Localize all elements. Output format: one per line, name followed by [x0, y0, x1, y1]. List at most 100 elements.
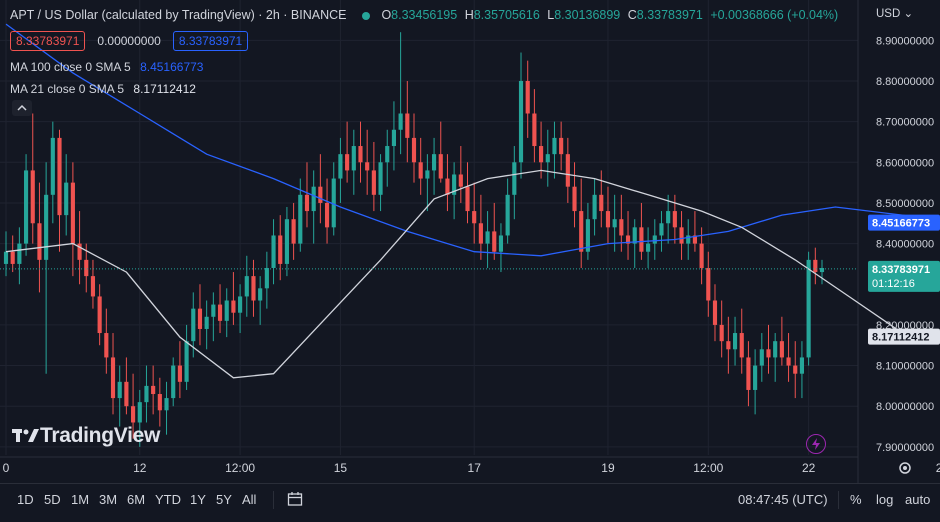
- candle-down: [217, 304, 223, 321]
- date-range-icon[interactable]: [287, 491, 303, 510]
- candle-up: [732, 333, 738, 350]
- log-toggle[interactable]: log: [876, 492, 894, 507]
- range-3m[interactable]: 3M: [99, 492, 118, 507]
- candle-down: [639, 227, 644, 252]
- calendar-glyph: [287, 492, 303, 506]
- range-1m[interactable]: 1M: [71, 492, 90, 507]
- tv-logo-icon: [12, 429, 39, 442]
- percent-toggle[interactable]: %: [850, 492, 862, 507]
- candle-down: [304, 194, 310, 212]
- range-all[interactable]: All: [242, 492, 257, 507]
- buy-button[interactable]: 8.33783971: [172, 31, 249, 51]
- symbol-title[interactable]: APT / US Dollar (calculated by TradingVi…: [10, 8, 347, 22]
- candle-down: [692, 235, 697, 244]
- open-label: O: [381, 8, 392, 22]
- currency-label[interactable]: USD ⌄: [876, 8, 914, 20]
- ma100-line: [5, 23, 940, 257]
- candle-up: [385, 146, 390, 163]
- chevron-up-icon: [17, 104, 27, 111]
- candle-down: [358, 146, 363, 163]
- candle-down: [371, 170, 376, 195]
- high-value: 8.35705616: [473, 8, 540, 22]
- candle-up: [799, 357, 805, 374]
- candle-up: [773, 341, 778, 358]
- candle-down: [786, 357, 791, 366]
- x-tick-label: 19: [601, 461, 615, 475]
- candle-down: [492, 231, 497, 252]
- candle-up: [311, 186, 316, 212]
- candle-up: [117, 381, 122, 399]
- candle-up: [652, 235, 657, 244]
- candle-up: [64, 182, 69, 216]
- candle-up: [184, 341, 189, 382]
- candle-down: [746, 357, 751, 390]
- range-ytd[interactable]: YTD: [155, 492, 181, 507]
- range-5d[interactable]: 5D: [44, 492, 61, 507]
- candle-down: [719, 324, 724, 342]
- range-1y[interactable]: 1Y: [190, 492, 206, 507]
- range-6m[interactable]: 6M: [127, 492, 146, 507]
- ma100-legend[interactable]: MA 100 close 0 SMA 5 8.45166773: [10, 60, 203, 74]
- y-tick-label: 7.90000000: [876, 442, 934, 454]
- high-label: H: [464, 8, 474, 22]
- range-1d[interactable]: 1D: [17, 492, 34, 507]
- candle-down: [157, 394, 162, 411]
- candle-down: [278, 235, 283, 264]
- clock-label[interactable]: 08:47:45 (UTC): [738, 492, 828, 507]
- auto-toggle[interactable]: auto: [905, 492, 931, 507]
- candle-up: [137, 402, 142, 423]
- candle-up: [351, 146, 356, 171]
- candle-down: [84, 259, 89, 277]
- market-status-icon: [361, 11, 370, 20]
- range-5y[interactable]: 5Y: [216, 492, 232, 507]
- candle-down: [619, 219, 624, 236]
- candle-down: [97, 296, 102, 334]
- candle-down: [478, 223, 483, 244]
- candle-up: [44, 194, 49, 260]
- candle-up: [284, 219, 289, 264]
- candle-down: [90, 276, 96, 297]
- sell-button[interactable]: 8.33783971: [10, 31, 86, 51]
- candle-up: [759, 349, 764, 366]
- bottom-toolbar: 1D 5D 1M 3M 6M YTD 1Y 5Y All 08:47:45 (U…: [0, 483, 940, 518]
- candle-down: [291, 219, 296, 244]
- ma100-badge: 8.45166773: [872, 218, 930, 230]
- candle-up: [171, 365, 176, 399]
- candle-up: [552, 137, 557, 155]
- x-tick-label: 12:00: [225, 461, 255, 475]
- ma21-legend[interactable]: MA 21 close 0 SMA 5 8.17112412: [10, 82, 196, 96]
- candle-down: [445, 178, 450, 195]
- candle-down: [231, 300, 236, 313]
- y-tick-label: 8.80000000: [876, 76, 934, 88]
- candle-up: [264, 267, 269, 289]
- candle-up: [224, 300, 229, 321]
- lightning-icon[interactable]: [806, 434, 826, 454]
- settings-icon[interactable]: [897, 460, 913, 476]
- candle-down: [324, 202, 330, 228]
- collapse-legend-button[interactable]: [12, 100, 32, 116]
- y-tick-label: 8.10000000: [876, 361, 934, 373]
- logo-text: TradingView: [40, 424, 161, 447]
- candle-down: [739, 333, 744, 358]
- candle-down: [177, 365, 182, 382]
- candle-down: [472, 211, 477, 224]
- chevron-down-icon: ⌄: [903, 8, 914, 20]
- candle-down: [726, 341, 731, 350]
- candle-down: [131, 406, 136, 423]
- candle-up: [686, 235, 691, 244]
- candle-down: [579, 211, 584, 252]
- candle-down: [539, 146, 544, 163]
- ma21-badge-bg: [868, 328, 940, 345]
- y-tick-label: 8.00000000: [876, 401, 934, 413]
- candle-down: [532, 113, 537, 147]
- x-tick-label: 0: [3, 461, 10, 475]
- candle-down: [699, 243, 704, 268]
- candle-up: [144, 385, 149, 403]
- candle-up: [338, 154, 343, 179]
- candle-down: [672, 211, 677, 228]
- candle-down: [57, 137, 62, 216]
- low-label: L: [547, 8, 555, 22]
- candle-up: [164, 398, 169, 411]
